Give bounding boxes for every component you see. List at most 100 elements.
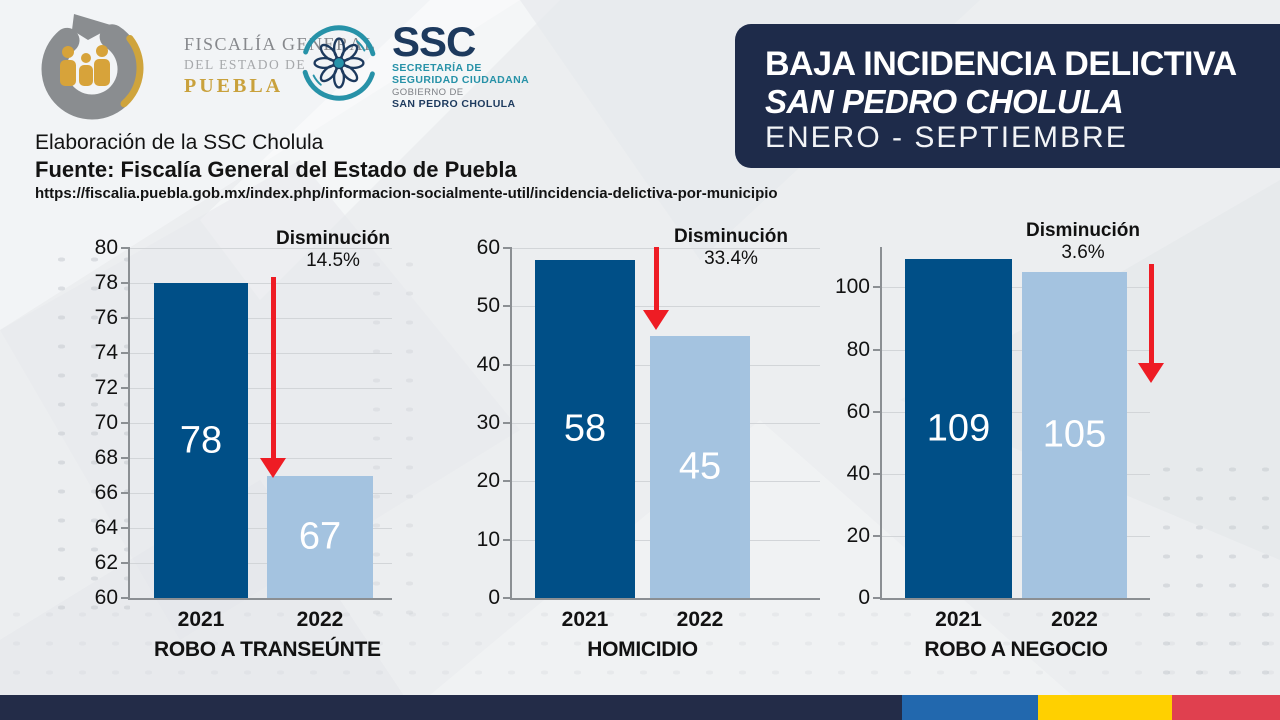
y-tick-label: 72 — [94, 376, 118, 399]
fiscalia-name: FISCALÍA GENERAL — [184, 34, 377, 54]
gridline — [130, 493, 392, 494]
decrease-arrow-icon — [643, 247, 669, 330]
y-tick-label: 0 — [858, 586, 870, 609]
y-tick-label: 60 — [476, 236, 500, 259]
bar-value: 78 — [179, 419, 223, 461]
fiscalia-logo-text: FISCALÍA GENERAL DEL ESTADO DE PUEBLA — [184, 34, 377, 98]
x-category-label: 2021 — [935, 608, 982, 631]
halftone-dots-right — [1150, 455, 1280, 685]
y-tick-label: 100 — [834, 275, 870, 299]
bar-2021: 109 — [905, 259, 1012, 598]
bar-2022: 67 — [267, 475, 373, 598]
source-line: Fuente: Fiscalía General del Estado de P… — [35, 157, 517, 182]
y-tick-label: 64 — [94, 516, 118, 539]
y-tick-mark — [503, 305, 512, 308]
y-tick-label: 40 — [846, 461, 870, 485]
gridline — [130, 283, 392, 284]
gridline — [130, 353, 392, 354]
y-tick-label: 66 — [94, 481, 118, 504]
gridline — [882, 287, 1150, 289]
y-tick-mark — [873, 534, 882, 537]
decrease-percent: 3.6% — [1061, 242, 1105, 263]
elaboration-line: Elaboración de la SSC Cholula — [35, 131, 324, 154]
y-tick-label: 0 — [488, 586, 500, 609]
source-url: https://fiscalia.puebla.gob.mx/index.php… — [35, 185, 778, 202]
ssc-municipio: SAN PEDRO CHOLULA — [392, 98, 516, 110]
y-tick-mark — [873, 597, 882, 599]
y-tick-mark — [503, 422, 512, 424]
y-tick-label: 80 — [846, 337, 870, 361]
y-tick-mark — [121, 492, 130, 494]
y-tick-mark — [121, 597, 130, 599]
ssc-acronym: SSC — [392, 18, 476, 65]
y-tick-mark — [121, 422, 130, 424]
fiscalia-eagle-icon — [40, 14, 144, 120]
halftone-dots-left — [45, 245, 130, 630]
chart-robo-a-transeunte: 60 62 64 66 68 70 72 74 76 78 80 78 2021 67 2022 ROBO A… — [95, 236, 392, 661]
decrease-arrow-icon — [260, 277, 286, 478]
gridline — [130, 423, 392, 424]
y-tick-label: 76 — [94, 306, 118, 329]
footer-bar-blue — [902, 695, 1038, 720]
decrease-arrow-icon — [1138, 264, 1164, 383]
gridline — [130, 388, 392, 389]
x-category-label: 2022 — [296, 608, 344, 631]
gridline — [130, 248, 392, 249]
y-tick-label: 80 — [94, 236, 118, 259]
chart-title: ROBO A TRANSEÚNTE — [154, 638, 381, 661]
y-tick-mark — [873, 286, 882, 289]
y-tick-mark — [121, 387, 130, 389]
decrease-label: Disminución — [1025, 220, 1140, 241]
bar-value: 67 — [298, 515, 342, 558]
chart-robo-a-negocio: 0 20 40 60 80 100 109 2021 105 2022 ROBO A NEGOCIO — [835, 247, 1150, 661]
gridline — [512, 248, 820, 249]
y-tick-mark — [503, 538, 512, 541]
y-tick-label: 68 — [94, 446, 118, 469]
y-tick-mark — [873, 348, 882, 351]
ssc-gobierno: GOBIERNO DE — [392, 87, 464, 98]
y-tick-label: 20 — [846, 523, 870, 547]
footer-bar-red — [1172, 695, 1280, 720]
bar-value: 58 — [563, 407, 607, 450]
chart-homicidio: 0 10 20 30 40 50 60 58 2021 45 2022 HOMICIDIO — [477, 236, 820, 661]
fiscalia-logo: FISCALÍA GENERAL DEL ESTADO DE PUEBLA — [22, 12, 377, 120]
bar-value: 105 — [1042, 413, 1107, 456]
annotation-homicidio: Disminución 33.4% — [661, 226, 801, 270]
bar-2022: 45 — [650, 335, 750, 598]
y-tick-label: 40 — [476, 352, 500, 376]
x-category-label: 2021 — [177, 608, 225, 631]
footer-bar-navy — [0, 695, 902, 720]
banner-subtitle: SAN PEDRO CHOLULA — [765, 83, 1124, 120]
banner-period: ENERO - SEPTIEMBRE — [765, 121, 1128, 154]
decrease-percent: 33.4% — [704, 248, 758, 269]
gridline — [882, 473, 1150, 475]
gridline — [512, 306, 820, 308]
y-tick-mark — [121, 317, 130, 319]
gridline — [882, 411, 1150, 413]
fiscalia-state: PUEBLA — [184, 75, 284, 97]
y-tick-label: 20 — [476, 469, 500, 493]
bar-2022: 105 — [1022, 271, 1127, 598]
fiscalia-subline: DEL ESTADO DE — [184, 57, 307, 72]
decrease-label: Disminución — [673, 226, 788, 247]
halftone-dots-bottom — [0, 600, 1280, 690]
gridline — [130, 528, 392, 529]
bar-2021: 78 — [154, 283, 248, 598]
source-block: Elaboración de la SSC Cholula Fuente: Fi… — [35, 130, 778, 204]
decrease-label: Disminución — [275, 228, 390, 249]
x-category-label: 2021 — [561, 608, 609, 631]
y-tick-label: 62 — [94, 551, 118, 574]
y-tick-mark — [121, 562, 130, 564]
gridline — [882, 349, 1150, 351]
chart-title: ROBO A NEGOCIO — [924, 638, 1108, 661]
gridline — [882, 535, 1150, 537]
banner-title: BAJA INCIDENCIA DELICTIVA — [765, 45, 1237, 83]
bar-value: 109 — [926, 407, 991, 450]
ssc-logo: SSC SECRETARÍA DE SEGURIDAD CIUDADANA GO… — [298, 18, 529, 110]
y-tick-mark — [121, 247, 130, 249]
y-tick-mark — [873, 472, 882, 475]
ssc-secretaria: SECRETARÍA DE — [392, 62, 482, 74]
y-tick-mark — [503, 363, 512, 366]
gridline — [130, 318, 392, 319]
